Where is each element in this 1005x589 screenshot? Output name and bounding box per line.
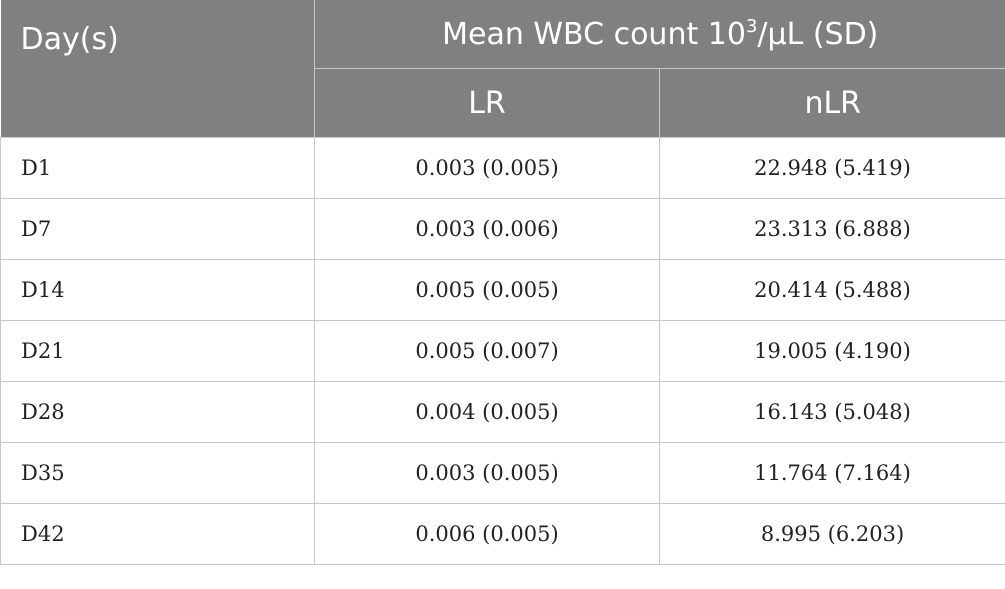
header-lr: LR <box>314 68 660 138</box>
table-body: D1 0.003 (0.005) 22.948 (5.419) D7 0.003… <box>0 137 1005 565</box>
table-row: D21 0.005 (0.007) 19.005 (4.190) <box>0 320 1005 382</box>
table-row: D35 0.003 (0.005) 11.764 (7.164) <box>0 442 1005 504</box>
cell-lr: 0.003 (0.005) <box>314 137 660 199</box>
cell-nlr: 23.313 (6.888) <box>659 198 1005 260</box>
table-row: D14 0.005 (0.005) 20.414 (5.488) <box>0 259 1005 321</box>
table-row: D7 0.003 (0.006) 23.313 (6.888) <box>0 198 1005 260</box>
cell-nlr: 11.764 (7.164) <box>659 442 1005 504</box>
cell-nlr: 19.005 (4.190) <box>659 320 1005 382</box>
cell-day: D35 <box>0 442 315 504</box>
header-row-top: Day(s) Mean WBC count 103/μL (SD) <box>0 0 1005 138</box>
table-row: D28 0.004 (0.005) 16.143 (5.048) <box>0 381 1005 443</box>
cell-day: D21 <box>0 320 315 382</box>
cell-nlr: 20.414 (5.488) <box>659 259 1005 321</box>
cell-day: D1 <box>0 137 315 199</box>
cell-lr: 0.005 (0.005) <box>314 259 660 321</box>
cell-lr: 0.006 (0.005) <box>314 503 660 565</box>
header-row-sub: LR nLR <box>1 68 1005 138</box>
table-row: D42 0.006 (0.005) 8.995 (6.203) <box>0 503 1005 565</box>
header-mean-wbc-main: Mean WBC count 10 <box>442 16 746 52</box>
cell-nlr: 16.143 (5.048) <box>659 381 1005 443</box>
cell-lr: 0.003 (0.005) <box>314 442 660 504</box>
header-mean-wbc-unit: /μL (SD) <box>757 16 879 52</box>
cell-day: D7 <box>0 198 315 260</box>
cell-lr: 0.004 (0.005) <box>314 381 660 443</box>
cell-day: D14 <box>0 259 315 321</box>
cell-nlr: 8.995 (6.203) <box>659 503 1005 565</box>
cell-day: D42 <box>0 503 315 565</box>
cell-nlr: 22.948 (5.419) <box>659 137 1005 199</box>
header-mean-wbc-exponent: 3 <box>745 15 758 37</box>
cell-lr: 0.003 (0.006) <box>314 198 660 260</box>
cell-day: D28 <box>0 381 315 443</box>
wbc-table-container: Day(s) Mean WBC count 103/μL (SD) LR nLR… <box>0 0 1005 565</box>
table-row: D1 0.003 (0.005) 22.948 (5.419) <box>0 137 1005 199</box>
header-mean-wbc: Mean WBC count 103/μL (SD) <box>314 0 1005 69</box>
cell-lr: 0.005 (0.007) <box>314 320 660 382</box>
wbc-count-table: Day(s) Mean WBC count 103/μL (SD) LR nLR… <box>0 0 1005 565</box>
header-day: Day(s) <box>0 0 315 138</box>
table-header: Day(s) Mean WBC count 103/μL (SD) LR nLR <box>0 0 1005 138</box>
header-nlr: nLR <box>659 68 1005 138</box>
